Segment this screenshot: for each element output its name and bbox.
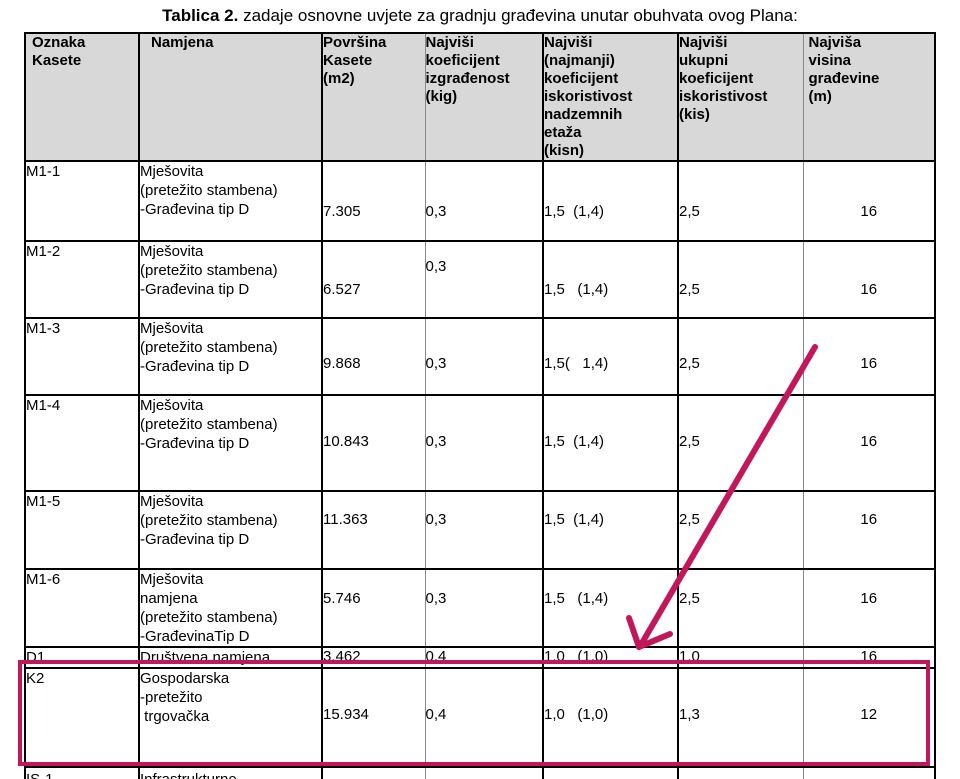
cell-povrsina: 5.746 <box>321 568 425 647</box>
cell-povrsina: 9.868 <box>321 317 425 395</box>
table-row-m1-3: M1-3 Mješovita (pretežito stambena) -Gra… <box>24 317 935 395</box>
cell-kis: 1,0 <box>677 646 803 668</box>
cell-visina: 12 <box>802 667 935 767</box>
cell-kig: 0,4 <box>424 667 543 767</box>
cell-kis: 2,5 <box>677 568 803 647</box>
cell-kisn: 1,5 (1,4) <box>542 160 678 241</box>
table-caption-label: Tablica 2. <box>162 6 239 25</box>
header-kig: Najviši koeficijent izgrađenost (kig) <box>424 32 543 161</box>
table-row-d1: D1 Društvena namjena 3.462 0,4 1,0 (1,0)… <box>24 646 935 668</box>
cell-kisn: 1,5 (1,4) <box>542 240 678 318</box>
cell-oznaka: K2 <box>24 667 139 767</box>
cell-kisn: 1,5 (1,4) <box>542 394 678 491</box>
cell-visina: 16 <box>802 160 935 241</box>
cell-visina: 16 <box>802 568 935 647</box>
cell-kis: 2,5 <box>677 490 803 569</box>
cell-namjena: Gospodarska -pretežito trgovačka <box>138 667 322 767</box>
cell-povrsina: 15.934 <box>321 667 425 767</box>
cell-namjena: Mješovita (pretežito stambena) -Građevin… <box>138 240 322 318</box>
header-row: Oznaka Kasete Namjena Površina Kasete (m… <box>24 32 935 161</box>
table-row-m1-4: M1-4 Mješovita (pretežito stambena) -Gra… <box>24 394 935 491</box>
cell-visina: 16 <box>802 394 935 491</box>
cell-kig <box>424 766 543 779</box>
cell-namjena: Mješovita (pretežito stambena) -Građevin… <box>138 394 322 491</box>
cell-povrsina: 6.527 <box>321 240 425 318</box>
cell-kis: 2,5 <box>677 160 803 241</box>
cell-namjena: Mješovita namjena (pretežito stambena) -… <box>138 568 322 647</box>
cell-namjena: Mješovita (pretežito stambena) -Građevin… <box>138 160 322 241</box>
table-row-k2: K2 Gospodarska -pretežito trgovačka 15.9… <box>24 667 935 767</box>
cell-kig: 0,3 <box>424 317 543 395</box>
header-kisn: Najviši (najmanji) koeficijent iskoristi… <box>542 32 678 161</box>
cell-oznaka: IS-1 <box>24 766 139 779</box>
cell-visina <box>802 766 935 779</box>
cell-visina: 16 <box>802 490 935 569</box>
cell-kisn: 1,5 (1,4) <box>542 490 678 569</box>
cell-kig: 0,3 <box>424 568 543 647</box>
cell-kis: 2,5 <box>677 240 803 318</box>
header-oznaka-kasete: Oznaka Kasete <box>24 32 139 161</box>
table-row-m1-1: M1-1 Mješovita (pretežito stambena) -Gra… <box>24 160 935 241</box>
cell-kig: 0,3 <box>424 394 543 491</box>
cell-oznaka: M1-5 <box>24 490 139 569</box>
cell-kis: 2,5 <box>677 394 803 491</box>
cell-povrsina: 3.462 <box>321 646 425 668</box>
cell-kisn: 1,0 (1,0) <box>542 646 678 668</box>
cell-povrsina <box>321 766 425 779</box>
cell-povrsina: 11.363 <box>321 490 425 569</box>
table-caption: Tablica 2. zadaje osnovne uvjete za grad… <box>0 6 960 26</box>
cell-oznaka: M1-4 <box>24 394 139 491</box>
cell-kis: 1,3 <box>677 667 803 767</box>
cell-kig: 0,3 <box>424 160 543 241</box>
cell-oznaka: M1-1 <box>24 160 139 241</box>
header-visina: Najviša visina građevine (m) <box>802 32 935 161</box>
table-row-m1-2: M1-2 Mješovita (pretežito stambena) -Gra… <box>24 240 935 318</box>
cell-kis: 2,5 <box>677 317 803 395</box>
table-row-is-1: IS-1 Infrastrukturne <box>24 766 935 779</box>
cell-oznaka: M1-2 <box>24 240 139 318</box>
header-povrsina: Površina Kasete (m2) <box>321 32 425 161</box>
table-row-m1-5: M1-5 Mješovita (pretežito stambena) -Gra… <box>24 490 935 569</box>
cell-povrsina: 7.305 <box>321 160 425 241</box>
cell-kig: 0,3 <box>424 240 543 318</box>
cell-oznaka: M1-3 <box>24 317 139 395</box>
cell-visina: 16 <box>802 240 935 318</box>
cell-povrsina: 10.843 <box>321 394 425 491</box>
cell-oznaka: M1-6 <box>24 568 139 647</box>
cell-kig: 0,3 <box>424 490 543 569</box>
cell-namjena: Društvena namjena <box>138 646 322 668</box>
cell-kisn: 1,0 (1,0) <box>542 667 678 767</box>
cell-kisn: 1,5 (1,4) <box>542 568 678 647</box>
conditions-table: Oznaka Kasete Namjena Površina Kasete (m… <box>24 32 936 779</box>
cell-visina: 16 <box>802 646 935 668</box>
cell-kisn <box>542 766 678 779</box>
cell-namjena: Mješovita (pretežito stambena) -Građevin… <box>138 490 322 569</box>
conditions-table-wrapper: Oznaka Kasete Namjena Površina Kasete (m… <box>24 32 936 779</box>
cell-kisn: 1,5( 1,4) <box>542 317 678 395</box>
table-caption-text: zadaje osnovne uvjete za gradnju građevi… <box>238 6 798 25</box>
cell-visina: 16 <box>802 317 935 395</box>
cell-kig: 0,4 <box>424 646 543 668</box>
table-row-m1-6: M1-6 Mješovita namjena (pretežito stambe… <box>24 568 935 647</box>
cell-namjena: Mješovita (pretežito stambena) -Građevin… <box>138 317 322 395</box>
cell-oznaka: D1 <box>24 646 139 668</box>
header-namjena: Namjena <box>138 32 322 161</box>
header-kis: Najviši ukupni koeficijent iskoristivost… <box>677 32 803 161</box>
cell-kis <box>677 766 803 779</box>
cell-namjena: Infrastrukturne <box>138 766 322 779</box>
